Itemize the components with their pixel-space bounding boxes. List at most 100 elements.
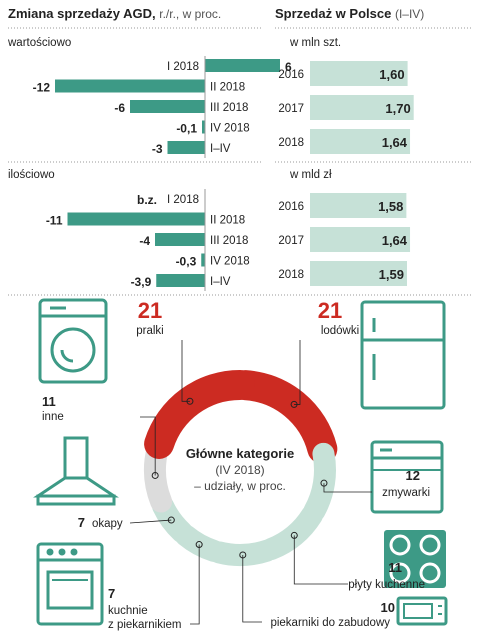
bar <box>130 100 205 113</box>
donut-slice <box>207 539 278 566</box>
slice-value: 7 <box>108 586 115 601</box>
slice-value: 7 <box>78 515 85 530</box>
value-label: -11 <box>46 214 63 228</box>
fridge-icon <box>360 300 446 410</box>
bar <box>201 253 205 267</box>
slice-label: lodówki <box>321 325 359 337</box>
category-label: 2016 <box>278 69 304 81</box>
bar <box>310 61 408 86</box>
value-label: 1,64 <box>382 135 408 150</box>
slice-label-line: kuchnie <box>108 605 148 617</box>
leader-line <box>129 519 172 524</box>
right-title: Sprzedaż w Polsce (I–IV) <box>275 6 424 21</box>
slice-value: 21 <box>318 298 342 323</box>
leader-line <box>323 483 372 493</box>
value-label: -12 <box>33 81 51 95</box>
value-label: 1,58 <box>378 199 403 214</box>
value-label: -3,9 <box>131 275 152 289</box>
bar <box>205 59 280 72</box>
left-title: Zmiana sprzedaży AGD, r./r., w proc. <box>8 6 221 21</box>
slice-label: piekarniki do zabudowy <box>270 617 390 629</box>
donut-title: Główne kategorie <box>186 446 294 461</box>
category-label: II 2018 <box>210 215 245 227</box>
leader-line <box>293 535 348 585</box>
category-label: I 2018 <box>167 61 199 73</box>
slice-value: 21 <box>138 298 162 323</box>
category-label: II 2018 <box>210 82 245 94</box>
donut-callouts: 21 lodówki 12 zmywarki 11 płyty kuchenne 10 pie… <box>42 298 430 631</box>
bar <box>202 120 205 134</box>
value-label: -3 <box>152 142 163 156</box>
value-label: 1,59 <box>379 267 404 282</box>
category-label: 2018 <box>278 269 304 281</box>
bar-charts: I 2018 6 II 2018 -12 III 2018 -6 IV 2018 -0,1 I–… <box>33 56 414 291</box>
cooktop-icon <box>384 530 446 588</box>
category-label: I 2018 <box>167 194 199 206</box>
donut-slice <box>230 370 338 464</box>
value-label: 1,60 <box>379 67 404 82</box>
value-label: 1,64 <box>382 233 408 248</box>
washing-machine-icon <box>38 298 108 384</box>
leader-line <box>242 554 262 623</box>
bar <box>310 227 411 252</box>
leader-line <box>181 340 190 402</box>
bar <box>310 95 414 120</box>
left-title-text: Zmiana sprzedaży AGD, <box>8 6 156 21</box>
bar <box>156 274 205 287</box>
slice-value: 12 <box>406 468 420 483</box>
dishwasher-icon <box>370 440 444 514</box>
value-label: b.z. <box>137 193 157 207</box>
slice-value: 10 <box>381 600 395 615</box>
bar <box>167 141 205 154</box>
category-label: 2016 <box>278 201 304 213</box>
leader-line <box>190 544 200 625</box>
donut-slice <box>260 504 323 561</box>
value-label: -0,3 <box>176 255 197 269</box>
bar <box>55 79 205 93</box>
category-label: IV 2018 <box>210 123 250 135</box>
bar <box>310 261 407 286</box>
value-label: 1,70 <box>385 101 410 116</box>
section-label-ilosciowo: ilościowo <box>8 169 55 181</box>
right-subtitle: (I–IV) <box>395 7 424 21</box>
right-title-text: Sprzedaż w Polsce <box>275 6 391 21</box>
hood-icon <box>33 436 119 506</box>
slice-label: okapy <box>92 518 123 530</box>
section-label-mld-zl: w mld zł <box>289 169 332 181</box>
category-label: III 2018 <box>210 102 248 114</box>
category-label: 2017 <box>278 235 304 247</box>
slice-label-line: z piekarnikiem <box>108 619 182 631</box>
section-label-mln-szt: w mln szt. <box>289 37 341 49</box>
slice-label: zmywarki <box>382 487 430 499</box>
bar <box>155 233 205 246</box>
category-label: IV 2018 <box>210 256 250 268</box>
value-label: -6 <box>114 101 125 115</box>
slice-value: 11 <box>388 560 402 575</box>
value-label: -0,1 <box>176 122 197 136</box>
category-label: 2018 <box>278 137 304 149</box>
slice-value: 11 <box>42 394 56 409</box>
value-label: 6 <box>285 60 292 74</box>
donut-slice <box>144 370 255 459</box>
category-label: 2017 <box>278 103 304 115</box>
category-label: I–IV <box>210 143 231 155</box>
bar <box>310 129 411 154</box>
donut-subtitle: (IV 2018) <box>215 463 264 477</box>
donut-slice <box>303 442 336 522</box>
category-label: I–IV <box>210 276 231 288</box>
bar <box>67 212 205 226</box>
left-subtitle: r./r., w proc. <box>159 7 221 21</box>
category-label: III 2018 <box>210 235 248 247</box>
value-label: -4 <box>139 234 150 248</box>
slice-label: płyty kuchenne <box>348 579 425 591</box>
leader-line <box>294 340 301 405</box>
built-in-oven-icon <box>396 596 448 626</box>
donut-subtitle-2: – udziały, w proc. <box>194 479 286 493</box>
section-label-wartosciowo: wartościowo <box>7 37 71 49</box>
slice-label: inne <box>42 411 64 423</box>
leader-line <box>140 416 156 476</box>
oven-icon <box>36 542 104 626</box>
slice-label: pralki <box>136 325 163 337</box>
